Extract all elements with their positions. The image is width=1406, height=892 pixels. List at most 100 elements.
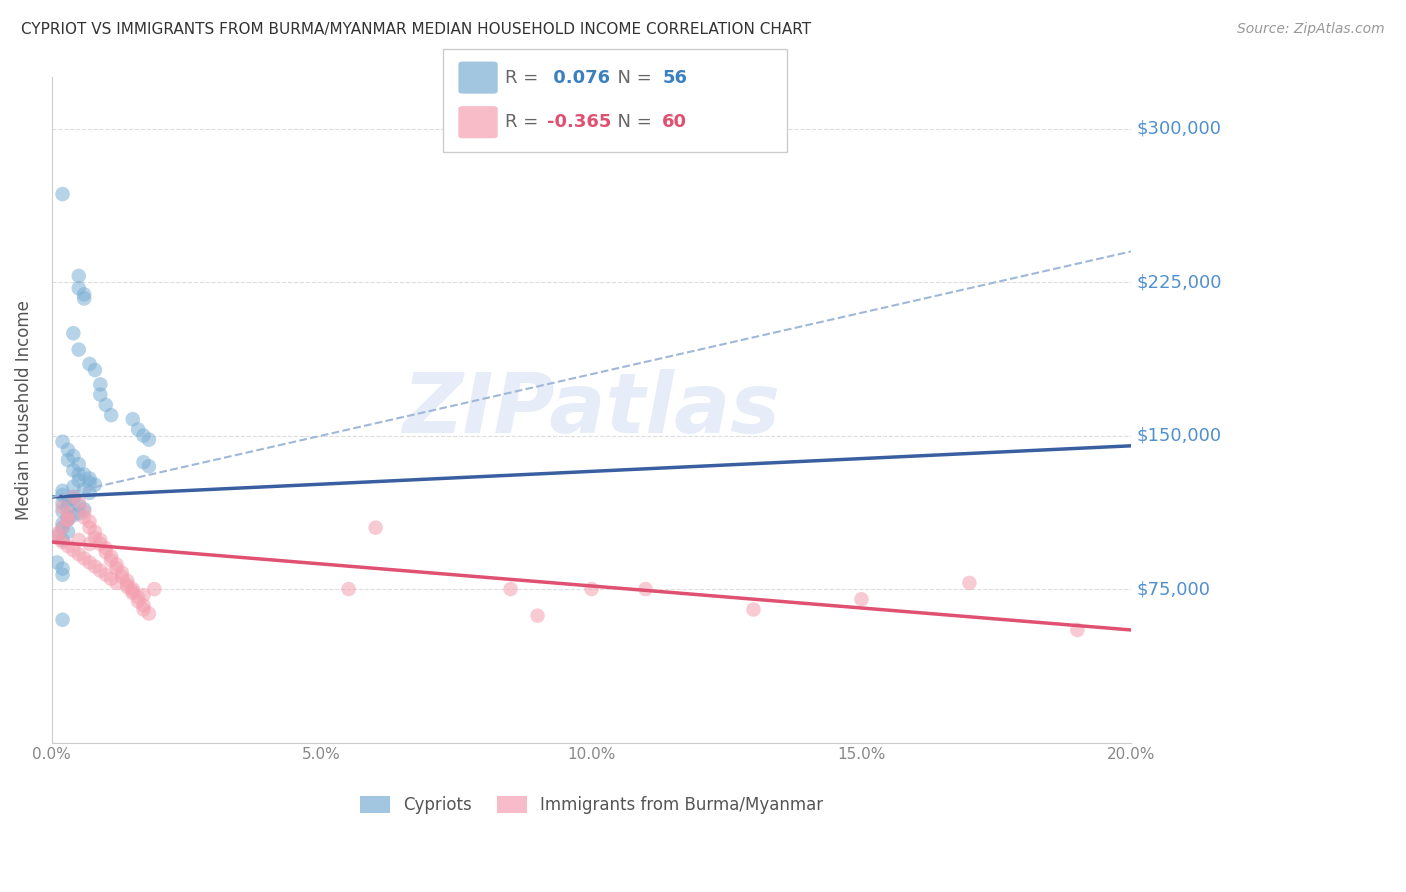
Point [132, 599, 155, 613]
Y-axis label: Median Household Income: Median Household Income [15, 300, 32, 520]
Point [105, 558, 128, 572]
Point [79, 515, 101, 529]
Text: $225,000: $225,000 [1136, 273, 1222, 291]
Text: ZIPatlas: ZIPatlas [402, 369, 780, 450]
Point [62, 490, 84, 504]
Point [499, 582, 522, 596]
Point [127, 422, 149, 436]
Point [127, 591, 149, 605]
Point [581, 582, 603, 596]
Point [67, 506, 90, 520]
Text: N =: N = [606, 69, 658, 87]
Point [957, 575, 980, 590]
Point [67, 268, 90, 283]
Point [62, 449, 84, 463]
Point [62, 508, 84, 523]
Text: $150,000: $150,000 [1136, 426, 1222, 444]
Point [73, 287, 96, 301]
Point [79, 486, 101, 500]
Point [105, 575, 128, 590]
Point [89, 377, 111, 392]
Point [121, 582, 143, 596]
Point [73, 504, 96, 518]
Point [89, 564, 111, 578]
Point [634, 582, 657, 596]
Point [67, 281, 90, 295]
Point [51, 187, 73, 202]
Point [100, 549, 122, 564]
Text: N =: N = [606, 113, 658, 131]
Point [79, 357, 101, 371]
Point [51, 483, 73, 498]
Point [127, 594, 149, 608]
Point [117, 574, 139, 588]
Point [117, 580, 139, 594]
Point [51, 434, 73, 449]
Point [111, 566, 134, 580]
Point [138, 607, 160, 621]
Point [84, 477, 107, 491]
Point [73, 551, 96, 566]
Point [51, 516, 73, 531]
Point [138, 459, 160, 474]
Text: 56: 56 [662, 69, 688, 87]
Point [89, 387, 111, 401]
Point [62, 490, 84, 504]
Text: R =: R = [505, 113, 544, 131]
Point [46, 526, 69, 541]
Point [51, 533, 73, 547]
Point [79, 521, 101, 535]
Point [67, 547, 90, 561]
Point [67, 457, 90, 471]
Point [67, 343, 90, 357]
Point [56, 510, 79, 524]
Point [100, 553, 122, 567]
Point [56, 512, 79, 526]
Legend: Cypriots, Immigrants from Burma/Myanmar: Cypriots, Immigrants from Burma/Myanmar [353, 789, 830, 821]
Point [67, 467, 90, 482]
Point [56, 539, 79, 553]
Point [56, 500, 79, 515]
Point [62, 463, 84, 477]
Point [62, 491, 84, 506]
Point [1066, 623, 1088, 637]
Point [56, 506, 79, 520]
Point [46, 531, 69, 545]
Point [67, 498, 90, 512]
Text: Source: ZipAtlas.com: Source: ZipAtlas.com [1237, 22, 1385, 37]
Point [79, 537, 101, 551]
Point [851, 592, 873, 607]
Point [67, 474, 90, 488]
Text: 0.076: 0.076 [547, 69, 610, 87]
Text: CYPRIOT VS IMMIGRANTS FROM BURMA/MYANMAR MEDIAN HOUSEHOLD INCOME CORRELATION CHA: CYPRIOT VS IMMIGRANTS FROM BURMA/MYANMAR… [21, 22, 811, 37]
Point [56, 494, 79, 508]
Point [51, 561, 73, 575]
Point [62, 480, 84, 494]
Point [56, 453, 79, 467]
Point [56, 524, 79, 539]
Point [121, 412, 143, 426]
Point [51, 521, 73, 535]
Point [117, 578, 139, 592]
Point [132, 428, 155, 442]
Point [111, 570, 134, 584]
Point [51, 613, 73, 627]
Point [56, 512, 79, 526]
Point [56, 442, 79, 457]
Text: -0.365: -0.365 [547, 113, 612, 131]
Text: $75,000: $75,000 [1136, 580, 1211, 598]
Point [94, 567, 117, 582]
Point [364, 521, 387, 535]
Point [84, 559, 107, 574]
Point [143, 582, 166, 596]
Point [67, 533, 90, 547]
Point [79, 471, 101, 485]
Point [138, 433, 160, 447]
Point [51, 567, 73, 582]
Point [51, 496, 73, 510]
Point [51, 504, 73, 518]
Text: 60: 60 [662, 113, 688, 131]
Text: $300,000: $300,000 [1136, 120, 1222, 137]
Point [51, 521, 73, 535]
Point [89, 537, 111, 551]
